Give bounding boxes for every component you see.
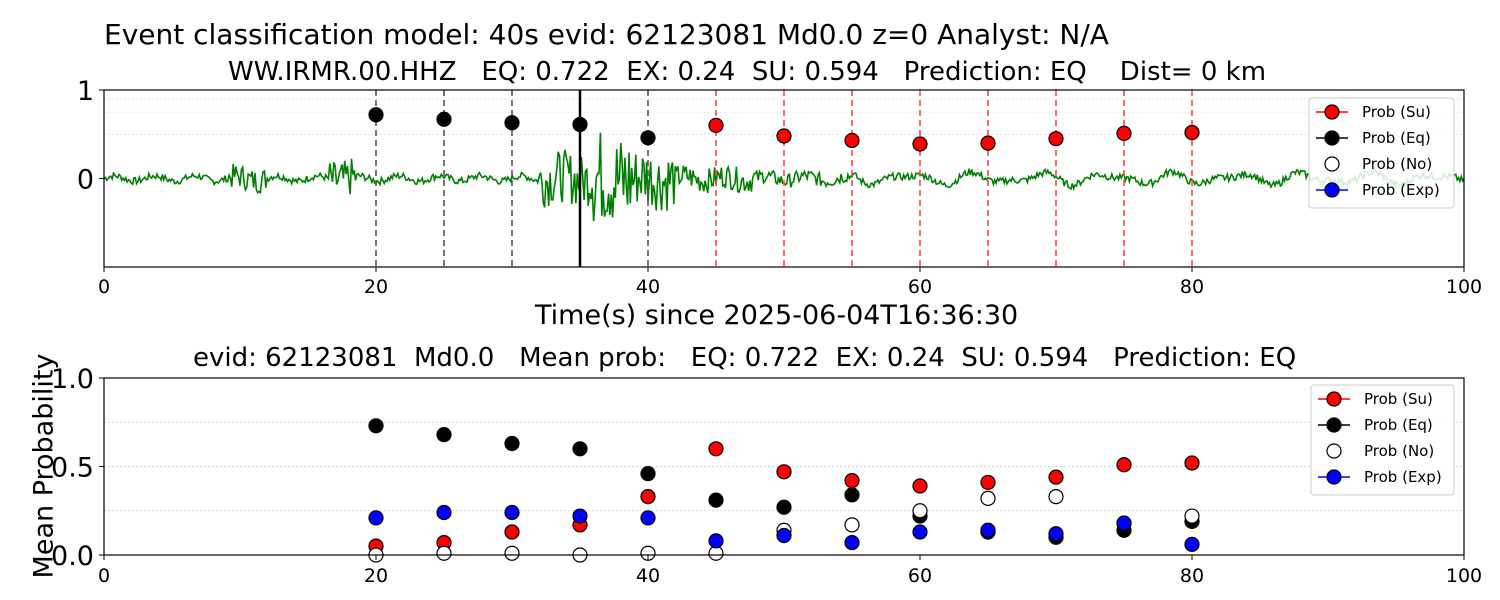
bottom-prob-point	[776, 499, 792, 515]
top-prob-point	[1048, 131, 1064, 147]
bottom-prob-point	[640, 545, 656, 561]
bottom-prob-point	[1048, 469, 1064, 485]
bottom-chart-title: evid: 62123081 Md0.0 Mean prob: EQ: 0.72…	[193, 343, 1297, 373]
legend-label: Prob (Exp)	[1364, 468, 1442, 486]
bottom-prob-point	[708, 533, 724, 549]
legend-label: Prob (Su)	[1364, 390, 1433, 408]
bottom-prob-point	[776, 527, 792, 544]
top-prob-point	[1184, 124, 1200, 141]
legend-label: Prob (Exp)	[1362, 181, 1440, 199]
bottom-prob-point	[640, 465, 656, 482]
top-x-axis-label: Time(s) since 2025-06-04T16:36:30	[535, 300, 1019, 331]
bottom-prob-point	[504, 545, 520, 561]
legend-marker	[1326, 391, 1342, 407]
legend-box	[1310, 384, 1455, 496]
legend-box	[1308, 97, 1455, 209]
top-y-tick-label: 1	[77, 76, 94, 107]
legend-label: Prob (Eq)	[1364, 416, 1433, 434]
top-x-tick-label: 0	[98, 276, 110, 298]
bottom-prob-point	[980, 522, 996, 538]
top-prob-point	[572, 116, 588, 133]
bottom-prob-point	[844, 517, 860, 533]
bottom-x-tick-label: 100	[1446, 565, 1482, 587]
top-prob-point	[980, 135, 996, 151]
bottom-x-tick-label: 20	[364, 565, 388, 587]
top-x-tick-label: 100	[1446, 276, 1482, 298]
top-x-tick-label: 80	[1180, 276, 1204, 298]
bottom-prob-point	[436, 427, 452, 443]
top-x-tick-label: 60	[908, 276, 932, 298]
bottom-y-tick-label: 0.0	[51, 541, 94, 572]
bottom-prob-point	[1184, 455, 1200, 471]
bottom-prob-point	[640, 488, 656, 505]
bottom-prob-point	[912, 478, 928, 494]
legend-marker	[1324, 156, 1340, 172]
bottom-prob-point	[1116, 457, 1132, 473]
bottom-prob-point	[1184, 536, 1200, 552]
legend-label: Prob (Su)	[1362, 103, 1431, 121]
bottom-x-tick-label: 0	[98, 565, 110, 587]
legend-marker	[1326, 469, 1342, 485]
top-y-tick-label: 0	[77, 165, 94, 196]
top-prob-point	[436, 111, 452, 127]
bottom-x-tick-label: 80	[1180, 565, 1204, 587]
bottom-prob-point	[368, 510, 384, 526]
bottom-prob-point	[436, 545, 452, 561]
bottom-prob-point	[912, 503, 928, 519]
bottom-prob-point	[844, 535, 860, 551]
legend-marker	[1326, 417, 1342, 433]
bottom-prob-point	[844, 473, 860, 489]
bottom-prob-point	[776, 464, 792, 480]
legend-label: Prob (No)	[1362, 155, 1432, 173]
bottom-prob-point	[1184, 508, 1200, 524]
bottom-prob-point	[708, 492, 724, 508]
bottom-x-tick-label: 40	[636, 565, 660, 587]
legend-marker	[1324, 130, 1340, 146]
legend-marker	[1326, 443, 1342, 459]
top-prob-point	[1116, 125, 1132, 141]
top-prob-point	[640, 130, 656, 146]
top-prob-point	[912, 136, 928, 152]
bottom-prob-point	[640, 510, 656, 526]
station-subtitle: WW.IRMR.00.HHZ EQ: 0.722 EX: 0.24 SU: 0.…	[228, 57, 1267, 87]
legend-label: Prob (No)	[1364, 442, 1434, 460]
bottom-prob-point	[980, 474, 996, 491]
bottom-prob-point	[980, 490, 996, 506]
top-prob-point	[504, 115, 520, 131]
top-prob-point	[708, 117, 724, 134]
bottom-prob-point	[844, 487, 860, 503]
top-prob-point	[844, 132, 860, 149]
bottom-prob-point	[368, 418, 384, 434]
bottom-x-tick-label: 60	[908, 565, 932, 587]
waveform-trace	[103, 132, 1465, 222]
bottom-prob-point	[1116, 515, 1132, 531]
bottom-prob-point	[504, 524, 520, 540]
bottom-y-tick-label: 0.5	[51, 453, 94, 484]
bottom-prob-point	[572, 441, 588, 457]
bottom-prob-point	[912, 524, 928, 540]
top-x-tick-label: 20	[364, 276, 388, 298]
bottom-prob-point	[436, 504, 452, 521]
bottom-prob-point	[572, 508, 588, 524]
bottom-prob-point	[708, 441, 724, 457]
chart-title: Event classification model: 40s evid: 62…	[104, 18, 1109, 51]
legend-label: Prob (Eq)	[1362, 129, 1431, 147]
bottom-prob-point	[1048, 488, 1064, 505]
bottom-prob-point	[504, 504, 520, 521]
bottom-y-tick-label: 1.0	[51, 364, 94, 395]
bottom-prob-point	[1048, 526, 1064, 542]
top-x-tick-label: 40	[636, 276, 660, 298]
bottom-prob-point	[504, 435, 520, 452]
legend-marker	[1324, 182, 1340, 198]
legend-marker	[1324, 104, 1340, 120]
top-prob-point	[776, 128, 792, 144]
top-prob-point	[368, 107, 384, 123]
